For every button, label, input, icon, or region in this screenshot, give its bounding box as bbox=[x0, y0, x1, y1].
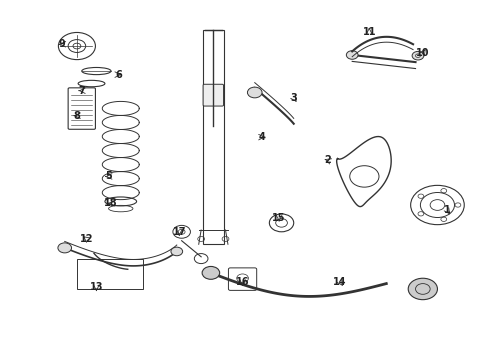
Circle shape bbox=[58, 243, 72, 253]
Circle shape bbox=[408, 278, 438, 300]
Text: 17: 17 bbox=[172, 227, 186, 237]
Text: 3: 3 bbox=[291, 93, 297, 103]
Circle shape bbox=[247, 87, 262, 98]
Text: 11: 11 bbox=[363, 27, 376, 37]
Text: 1: 1 bbox=[444, 205, 451, 215]
Text: 18: 18 bbox=[104, 198, 118, 208]
Circle shape bbox=[202, 266, 220, 279]
Text: 14: 14 bbox=[333, 277, 347, 287]
Text: 5: 5 bbox=[105, 171, 112, 181]
Text: 16: 16 bbox=[236, 277, 249, 287]
Text: 2: 2 bbox=[324, 156, 331, 165]
Bar bbox=[77, 258, 143, 289]
Circle shape bbox=[171, 247, 183, 256]
Text: 7: 7 bbox=[78, 86, 85, 96]
Text: 4: 4 bbox=[259, 132, 266, 142]
FancyBboxPatch shape bbox=[203, 84, 223, 106]
Circle shape bbox=[346, 51, 358, 59]
Text: 12: 12 bbox=[80, 234, 94, 244]
Text: 8: 8 bbox=[74, 111, 80, 121]
Text: 13: 13 bbox=[90, 282, 103, 292]
Circle shape bbox=[412, 51, 424, 60]
Text: 10: 10 bbox=[416, 48, 430, 58]
Text: 6: 6 bbox=[115, 69, 122, 80]
Text: 9: 9 bbox=[59, 39, 66, 49]
Bar bbox=[202, 30, 224, 244]
Text: 15: 15 bbox=[272, 212, 286, 222]
